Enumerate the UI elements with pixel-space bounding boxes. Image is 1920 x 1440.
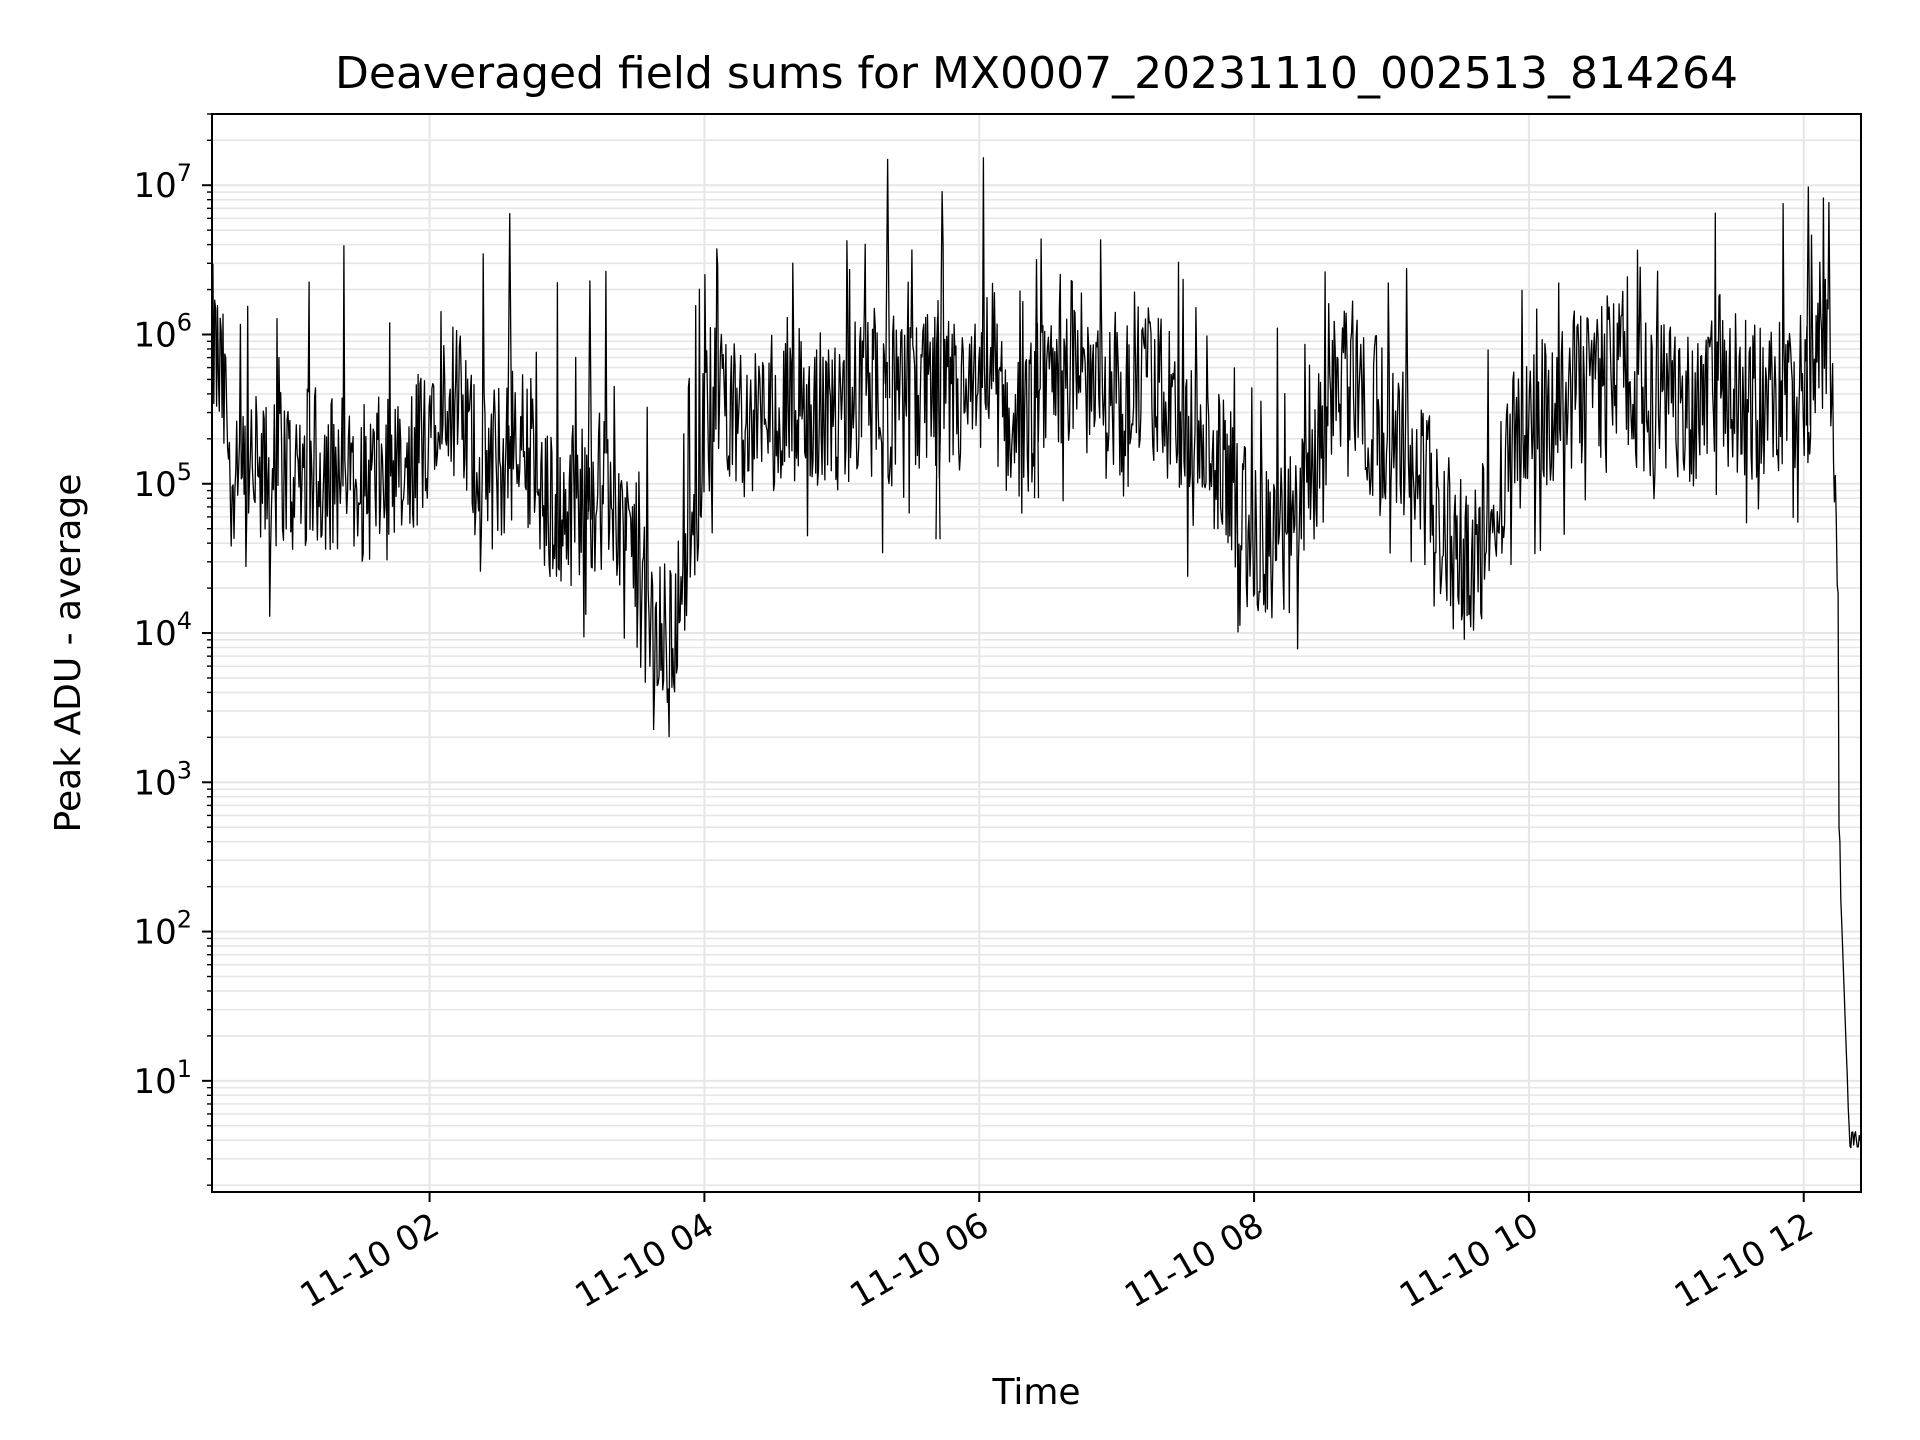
x-tick-label: 11-10 10: [1393, 1205, 1545, 1316]
plot-frame: [211, 113, 1862, 1193]
x-tick-label: 11-10 12: [1668, 1205, 1820, 1316]
chart-title: Deaveraged field sums for MX0007_2023111…: [335, 48, 1738, 99]
series-spike: [507, 213, 513, 453]
y-tick-label: 104: [133, 607, 192, 654]
series-spike: [884, 158, 891, 399]
series-spike: [1805, 186, 1811, 426]
series-line: [211, 157, 1862, 1149]
series-spike: [1033, 259, 1040, 499]
x-tick-label: 11-10 08: [1118, 1205, 1270, 1316]
y-tick-label: 103: [133, 756, 192, 803]
series-spike: [935, 300, 941, 540]
axis-ticks: 101 102 103 104 105 106 107 11-10 02 11-10 04 11-…: [133, 113, 1820, 1316]
x-tick-label: 11-10 02: [294, 1205, 446, 1316]
x-axis-title: Time: [991, 1372, 1080, 1413]
y-tick-label: 107: [133, 159, 192, 206]
x-tick-label: 11-10 06: [843, 1205, 995, 1316]
x-tick-label: 11-10 04: [569, 1205, 721, 1316]
y-tick-label: 106: [133, 308, 192, 355]
y-axis-title: Peak ADU - average: [48, 474, 89, 833]
series-spike: [587, 280, 593, 520]
y-tick-label: 101: [133, 1055, 192, 1102]
data-series: [211, 157, 1862, 1149]
y-tick-label: 105: [133, 458, 192, 505]
y-tick-label: 102: [133, 906, 192, 953]
